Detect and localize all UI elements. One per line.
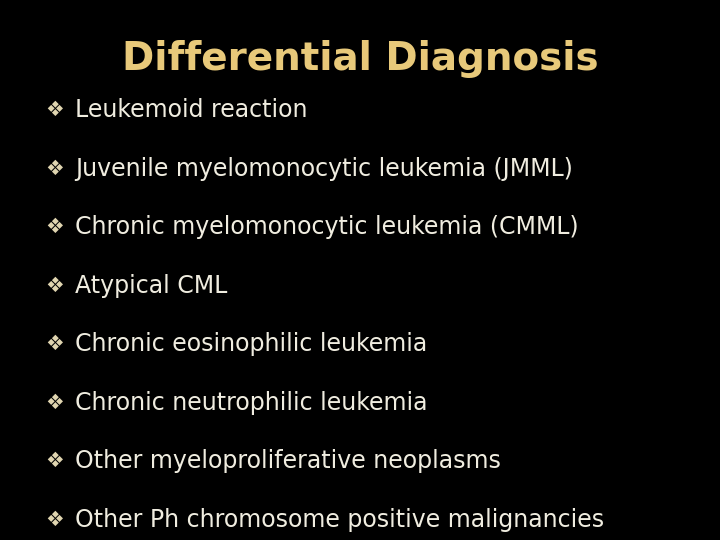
Text: Other Ph chromosome positive malignancies: Other Ph chromosome positive malignancie… bbox=[75, 508, 604, 532]
Text: ❖: ❖ bbox=[45, 334, 64, 354]
Text: ❖: ❖ bbox=[45, 217, 64, 237]
Text: Juvenile myelomonocytic leukemia (JMML): Juvenile myelomonocytic leukemia (JMML) bbox=[75, 157, 573, 180]
Text: Chronic myelomonocytic leukemia (CMML): Chronic myelomonocytic leukemia (CMML) bbox=[75, 215, 579, 239]
Text: ❖: ❖ bbox=[45, 510, 64, 530]
Text: Leukemoid reaction: Leukemoid reaction bbox=[75, 98, 307, 122]
Text: ❖: ❖ bbox=[45, 159, 64, 179]
Text: ❖: ❖ bbox=[45, 393, 64, 413]
Text: Other myeloproliferative neoplasms: Other myeloproliferative neoplasms bbox=[75, 449, 501, 474]
Text: Chronic neutrophilic leukemia: Chronic neutrophilic leukemia bbox=[75, 391, 428, 415]
Text: ❖: ❖ bbox=[45, 276, 64, 296]
Text: Atypical CML: Atypical CML bbox=[75, 274, 228, 298]
Text: ❖: ❖ bbox=[45, 451, 64, 471]
Text: Chronic eosinophilic leukemia: Chronic eosinophilic leukemia bbox=[75, 332, 427, 356]
Text: Differential Diagnosis: Differential Diagnosis bbox=[122, 40, 598, 78]
Text: ❖: ❖ bbox=[45, 100, 64, 120]
